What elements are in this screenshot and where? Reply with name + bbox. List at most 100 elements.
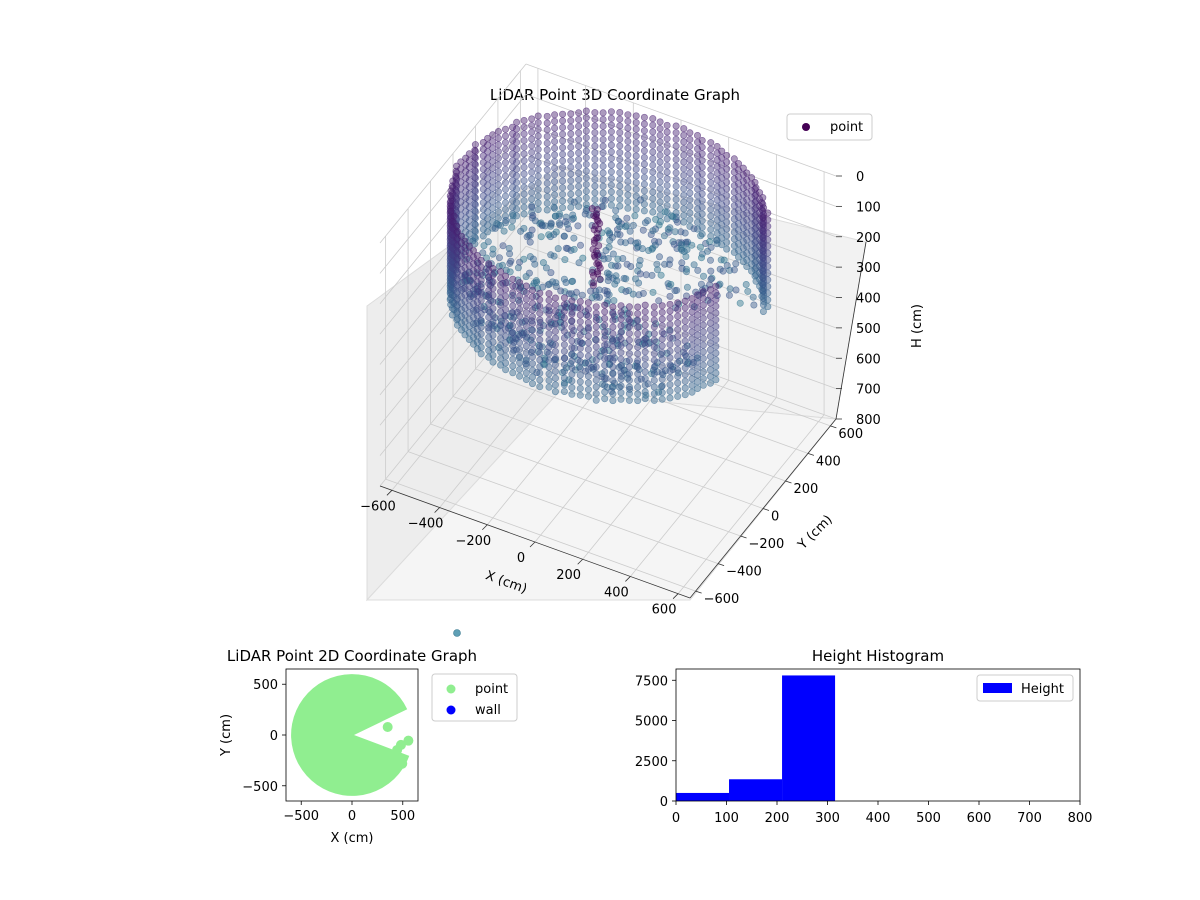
plot3d-point — [516, 332, 524, 340]
plot3d-point — [508, 163, 516, 171]
plot3d-point — [509, 282, 517, 290]
plot3d-point — [560, 361, 568, 369]
plot3d-point — [551, 131, 559, 139]
plot3d-point — [706, 292, 714, 300]
plot3d-point — [562, 278, 570, 286]
plot3d-point — [625, 356, 633, 364]
plot3d-point — [582, 120, 590, 128]
plot3d-point — [723, 198, 731, 206]
plot3d-point — [536, 296, 544, 304]
plot3d-point — [473, 345, 481, 353]
plot3d-point — [640, 180, 648, 188]
plot3d-point — [707, 145, 715, 153]
plot3d-point — [560, 387, 568, 395]
histogram-ytick-label: 0 — [660, 795, 668, 810]
plot3d-point — [624, 178, 632, 186]
plot3d-point — [611, 280, 619, 288]
plot3d-point — [501, 152, 509, 160]
plot3d-point — [636, 270, 644, 278]
plot3d-point — [489, 358, 497, 366]
plot3d-point — [759, 221, 767, 229]
plot3d-point — [672, 122, 680, 130]
plot3d-point — [508, 130, 516, 138]
plot3d-point — [658, 315, 666, 323]
plot3d-ztick-label: 600 — [856, 352, 881, 367]
plot3d-point — [680, 165, 688, 173]
plot3d-point — [457, 272, 465, 280]
histogram-legend: Height — [976, 674, 1074, 702]
plot3d-point — [601, 334, 609, 342]
plot3d-point — [528, 346, 536, 354]
plot3d-point — [599, 162, 607, 170]
plot3d-point — [656, 165, 664, 173]
plot3d-point — [516, 352, 524, 360]
plot3d-point — [666, 361, 674, 369]
plot3d-point — [639, 289, 647, 297]
plot3d-point — [592, 396, 600, 404]
plot3d-point — [634, 330, 642, 338]
plot3d-point — [601, 348, 609, 356]
plot3d-point — [528, 182, 536, 190]
plot3d-point — [528, 360, 536, 368]
plot3d-point — [568, 350, 576, 358]
plot3d-point — [509, 309, 517, 317]
plot3d-point — [641, 368, 649, 376]
plot3d-point — [501, 125, 509, 133]
plot3d-point — [680, 198, 688, 206]
plot3d-point — [601, 341, 609, 349]
plot3d-point — [453, 308, 461, 316]
histogram-xtick-label: 100 — [714, 811, 739, 826]
plot3d-point — [543, 119, 551, 127]
plot3d-point — [671, 228, 679, 236]
plot3d-point — [508, 143, 516, 151]
plot3d-point — [619, 255, 627, 263]
plot3d-point — [686, 202, 694, 210]
plot3d-point — [534, 172, 542, 180]
plot3d-point — [551, 117, 559, 125]
plot3d-point — [625, 329, 633, 337]
plot3d-point — [636, 196, 644, 204]
plot3d-point — [706, 256, 714, 264]
plot3d-point — [624, 184, 632, 192]
plot3d-point — [494, 168, 502, 176]
plot3d-point — [594, 250, 602, 258]
plot3d-point — [650, 376, 658, 384]
plot3d-point — [649, 161, 657, 169]
plot3d-point — [575, 169, 583, 177]
plot3d-point — [698, 157, 706, 165]
plot3d-point — [559, 110, 567, 118]
plot3d-point — [680, 171, 688, 179]
plot3d-point — [528, 189, 536, 197]
plot3d-point — [534, 132, 542, 140]
plot3d-point — [764, 242, 772, 250]
histogram-xtick-label: 300 — [815, 811, 840, 826]
grid3d-left-z — [379, 245, 527, 426]
plot3d-point — [536, 343, 544, 351]
plot3d-point — [681, 229, 689, 237]
plot3d-point — [658, 335, 666, 343]
plot3d-point — [681, 297, 689, 305]
plot3d-point — [641, 314, 649, 322]
plot3d-point — [640, 167, 648, 175]
plot3d-point — [560, 301, 568, 309]
plot3d-point — [641, 334, 649, 342]
plot3d-point — [551, 334, 559, 342]
plot3d-point — [568, 370, 576, 378]
plot3d-point — [759, 301, 767, 309]
plot3d-point — [568, 337, 576, 345]
plot3d-point — [559, 184, 567, 192]
plot3d-point — [669, 213, 677, 221]
plot3d-point — [698, 183, 706, 191]
plot3d-point — [522, 295, 530, 303]
plot3d-point — [591, 169, 599, 177]
plot3d-point — [544, 281, 552, 289]
plot3d-point — [513, 138, 521, 146]
plot3d-point — [698, 170, 706, 178]
plot3d-point — [591, 196, 599, 204]
plot3d-point — [551, 212, 559, 220]
plot3d-point — [551, 321, 559, 329]
plot3d-point — [574, 222, 582, 230]
plot3d-point — [634, 363, 642, 371]
plot3d-point — [584, 386, 592, 394]
plot3d-point — [634, 303, 642, 311]
